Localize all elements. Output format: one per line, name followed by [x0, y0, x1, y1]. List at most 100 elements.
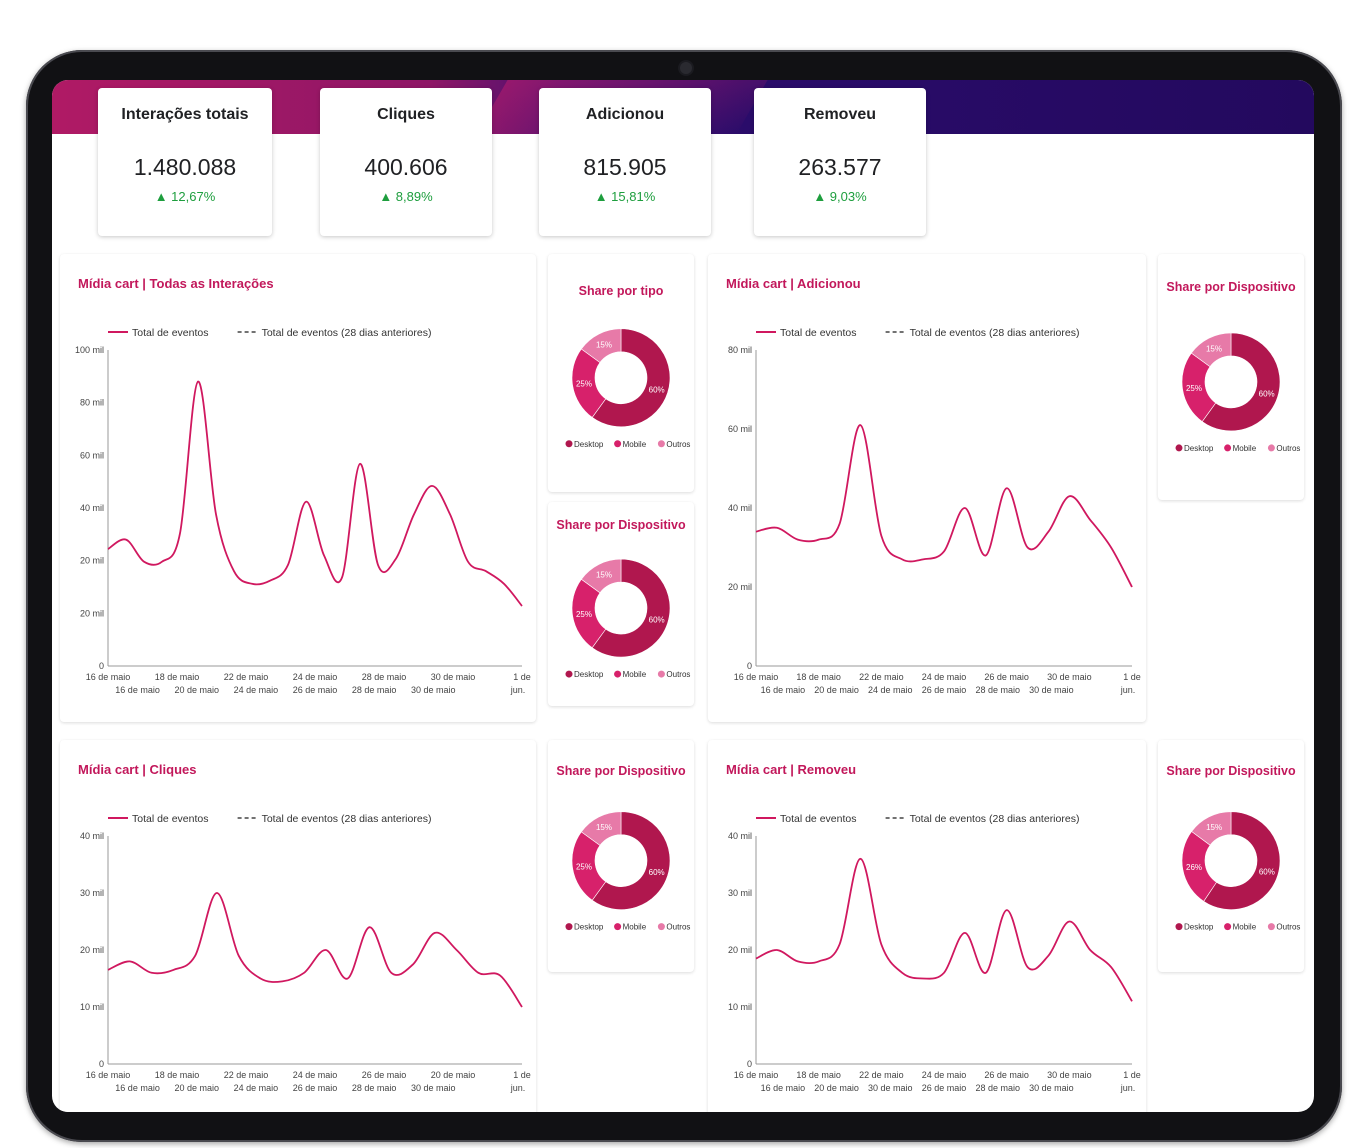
- y-tick-label: 20 mil: [80, 608, 104, 618]
- legend-entry: Outros: [666, 923, 690, 932]
- legend-entry: Outros: [1276, 923, 1300, 932]
- slice-label: 15%: [596, 823, 612, 832]
- legend-entry: Total de eventos: [132, 813, 208, 825]
- donut-slice-outros: [580, 811, 622, 846]
- chart-title: Share por Dispositivo: [1166, 280, 1296, 294]
- slice-label: 15%: [596, 571, 612, 580]
- slice-label: 25%: [576, 863, 592, 872]
- x-tick-label: 26 de maio: [922, 685, 967, 695]
- y-tick-label: 80 mil: [728, 345, 752, 355]
- y-tick-label: 30 mil: [728, 888, 752, 898]
- legend-entry: Total de eventos: [780, 813, 856, 825]
- legend-entry: Total de eventos (28 dias anteriores): [910, 813, 1080, 825]
- x-tick-label: 26 de maio: [293, 1083, 338, 1093]
- legend-marker: [657, 923, 665, 931]
- kpi-value: 1.480.088: [133, 154, 237, 180]
- donut-chart: 60% 25% 15% Desktop Mobile Outros: [565, 558, 690, 679]
- slice-label: 15%: [596, 340, 612, 349]
- tablet-frame: Interações totais 1.480.088 ▲ 12,67% Cli…: [26, 50, 1342, 1142]
- donut-slice-desktop: [591, 558, 671, 658]
- x-tick-label: 20 de maio: [174, 1083, 219, 1093]
- series-line-total-eventos: [107, 380, 523, 607]
- x-tick-label: 1 de: [513, 1070, 531, 1080]
- legend-entry: Outros: [666, 440, 690, 449]
- donut-slice-outros: [580, 328, 622, 363]
- y-tick-label: 0: [99, 661, 104, 671]
- legend-entry: Mobile: [1233, 444, 1257, 453]
- dashboard-screen: Interações totais 1.480.088 ▲ 12,67% Cli…: [52, 80, 1314, 1112]
- chart-title: Mídia cart | Removeu: [726, 762, 857, 777]
- donut-slice-desktop: [1201, 332, 1281, 432]
- legend-marker: [1175, 923, 1183, 931]
- legend-marker: [614, 670, 622, 678]
- x-tick-label: 16 de maio: [86, 1070, 131, 1080]
- x-tick-label: 24 de maio: [922, 672, 967, 682]
- y-tick-label: 80 mil: [80, 398, 104, 408]
- chart-title: Share por Dispositivo: [556, 518, 686, 532]
- kpi-delta: ▲ 12,67%: [154, 189, 216, 204]
- series-line-total-eventos: [107, 892, 523, 1008]
- donut-card-share-dispositivo: Share por Dispositivo 60% 26% 15% Desktop Mo…: [1158, 740, 1304, 972]
- chart-legend: Total de eventos Total de eventos (28 dia…: [108, 813, 431, 825]
- x-tick-label: 30 de maio: [411, 685, 456, 695]
- kpi-delta: ▲ 9,03%: [813, 189, 867, 204]
- x-tick-label: 30 de maio: [411, 1083, 456, 1093]
- x-tick-label: 16 de maio: [734, 1070, 779, 1080]
- slice-label: 60%: [1259, 868, 1275, 877]
- x-tick-label: 28 de maio: [975, 1083, 1020, 1093]
- x-tick-label: jun.: [1120, 685, 1136, 695]
- legend-entry: Total de eventos: [780, 327, 856, 339]
- donut-chart: 60% 25% 15% Desktop Mobile Outros: [565, 811, 690, 932]
- legend-entry: Desktop: [574, 670, 604, 679]
- x-tick-label: 20 de maio: [814, 685, 859, 695]
- x-tick-label: 26 de maio: [984, 1070, 1029, 1080]
- x-tick-label: jun.: [510, 685, 526, 695]
- y-tick-label: 60 mil: [80, 450, 104, 460]
- x-tick-label: jun.: [1120, 1083, 1136, 1093]
- legend-entry: Mobile: [623, 670, 647, 679]
- x-tick-label: 28 de maio: [975, 685, 1020, 695]
- x-tick-label: 24 de maio: [293, 1070, 338, 1080]
- legend-marker: [657, 440, 665, 448]
- x-tick-label: 28 de maio: [352, 1083, 397, 1093]
- kpi-card-interacoes: Interações totais 1.480.088 ▲ 12,67%: [98, 88, 272, 236]
- y-tick-label: 0: [747, 661, 752, 671]
- slice-label: 60%: [1259, 390, 1275, 399]
- legend-marker: [1224, 444, 1232, 452]
- legend-entry: Desktop: [1184, 923, 1214, 932]
- y-tick-label: 60 mil: [728, 424, 752, 434]
- x-tick-label: 24 de maio: [922, 1070, 967, 1080]
- legend-marker: [657, 670, 665, 678]
- slice-label: 60%: [649, 868, 665, 877]
- x-tick-label: 18 de maio: [796, 1070, 841, 1080]
- donut-chart: 60% 25% 15% Desktop Mobile Outros: [565, 328, 690, 449]
- legend-entry: Total de eventos (28 dias anteriores): [262, 327, 432, 339]
- legend-marker: [1267, 444, 1275, 452]
- donut-slice-outros: [1191, 811, 1232, 846]
- y-tick-label: 0: [747, 1059, 752, 1069]
- slice-label: 25%: [576, 380, 592, 389]
- line-chart-card-interacoes: Mídia cart | Todas as Interações Total d…: [60, 254, 536, 722]
- y-tick-label: 40 mil: [728, 831, 752, 841]
- legend-marker: [565, 440, 573, 448]
- x-tick-label: 30 de maio: [1029, 685, 1074, 695]
- x-tick-label: 22 de maio: [859, 1070, 904, 1080]
- legend-entry: Outros: [666, 670, 690, 679]
- line-chart: Total de eventos Total de eventos (28 dia…: [75, 327, 531, 695]
- donut-card-share-dispositivo: Share por Dispositivo 60% 25% 15% Desktop Mo…: [548, 502, 694, 706]
- donut-slice-outros: [580, 558, 622, 594]
- x-tick-label: 24 de maio: [234, 1083, 279, 1093]
- x-tick-label: 20 de maio: [174, 685, 219, 695]
- camera-dot: [680, 62, 692, 74]
- x-tick-label: 16 de maio: [86, 672, 131, 682]
- donut-chart: 60% 26% 15% Desktop Mobile Outros: [1175, 811, 1300, 932]
- x-tick-label: 24 de maio: [293, 672, 338, 682]
- x-tick-label: 28 de maio: [352, 685, 397, 695]
- donut-slice-desktop: [591, 811, 671, 910]
- y-tick-label: 100 mil: [75, 345, 104, 355]
- donut-slice-desktop: [1203, 811, 1281, 910]
- x-tick-label: 24 de maio: [868, 685, 913, 695]
- legend-entry: Total de eventos (28 dias anteriores): [910, 327, 1080, 339]
- series-line-total-eventos: [755, 857, 1133, 1002]
- x-tick-label: 22 de maio: [224, 1070, 269, 1080]
